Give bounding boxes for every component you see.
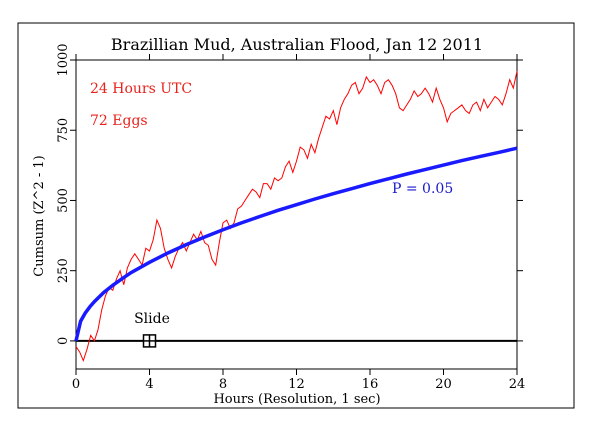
x-tick-label: 8: [219, 377, 227, 392]
y-tick-label: 1000: [56, 43, 71, 76]
y-tick-label: 250: [56, 258, 71, 283]
y-axis: 0 250 500 750 1000: [56, 43, 523, 345]
y-tick-label: 750: [56, 118, 71, 143]
slide-marker: [142, 334, 157, 348]
x-tick-label: 4: [145, 377, 153, 392]
y-tick-label: 0: [56, 337, 71, 345]
chart-frame: [17, 22, 575, 409]
annotation-p-value: P = 0.05: [392, 181, 453, 197]
x-tick-label: 0: [72, 377, 80, 392]
y-axis-label: Cumsum (Z^2 - 1): [32, 155, 47, 276]
x-tick-label: 12: [288, 377, 305, 392]
x-tick-label: 20: [435, 377, 452, 392]
x-axis: 0 4 8 12 16 20 24: [72, 54, 525, 392]
annotation-eggs: 72 Eggs: [90, 113, 148, 129]
plot-area: 0 250 500 750 1000 0 4 8 12 16 20 24: [56, 43, 525, 392]
y-tick-label: 500: [56, 188, 71, 213]
x-tick-label: 24: [509, 377, 526, 392]
x-axis-label: Hours (Resolution, 1 sec): [213, 392, 380, 407]
series-cumsum-line: [75, 71, 518, 363]
series-p-curve: [74, 146, 518, 342]
chart-title: Brazillian Mud, Australian Flood, Jan 12…: [111, 35, 483, 54]
annotation-slide: Slide: [134, 311, 170, 327]
x-tick-label: 16: [362, 377, 379, 392]
annotation-hours: 24 Hours UTC: [90, 81, 192, 97]
